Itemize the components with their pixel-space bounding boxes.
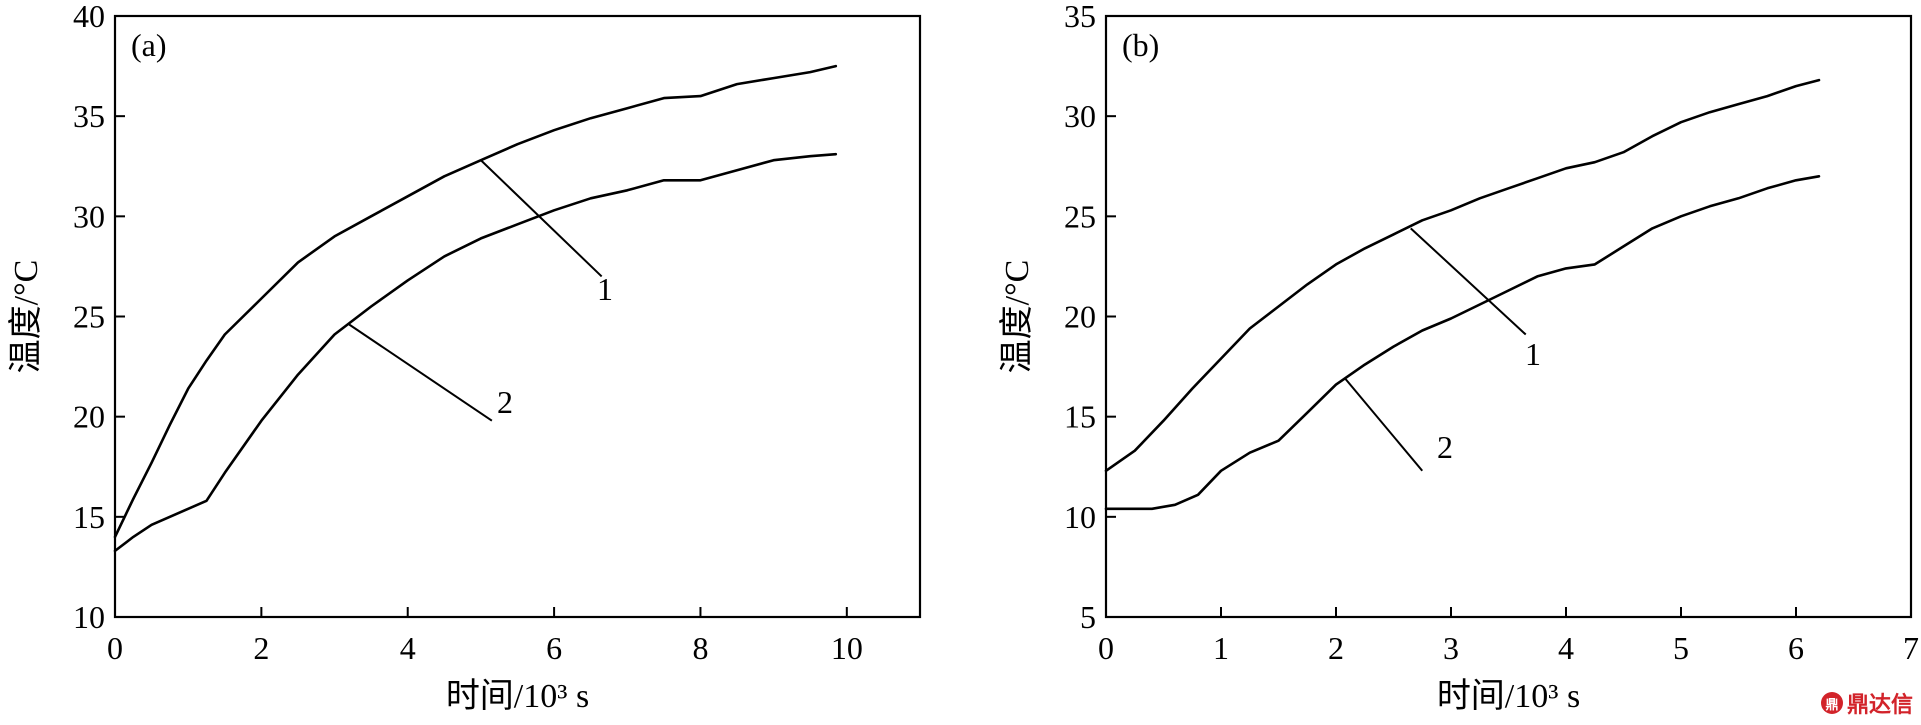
leader-line [1410, 227, 1527, 336]
watermark-text: 鼎达信 [1846, 693, 1913, 718]
watermark: 鼎 鼎达信 [1820, 687, 1913, 719]
y-tick-label: 35 [1064, 0, 1096, 34]
series-label: 2 [1437, 429, 1453, 465]
series-line-1 [113, 64, 838, 539]
y-tick-label: 20 [73, 399, 105, 435]
y-tick-label: 15 [73, 499, 105, 535]
leader-line [1344, 377, 1424, 472]
x-axis-title: 时间/10³ s [446, 678, 589, 715]
x-tick-label: 7 [1903, 630, 1919, 666]
y-tick-label: 30 [1064, 98, 1096, 134]
x-axis-title: 时间/10³ s [1437, 678, 1580, 715]
panel-label: (a) [131, 27, 167, 63]
y-tick-label: 10 [1064, 499, 1096, 535]
x-tick-label: 5 [1673, 630, 1689, 666]
dingdaxin-logo-icon: 鼎 [1820, 692, 1843, 714]
y-tick-label: 15 [1064, 399, 1096, 435]
x-tick-label: 3 [1443, 630, 1459, 666]
x-tick-label: 6 [1788, 630, 1804, 666]
series-label: 1 [597, 271, 613, 307]
x-tick-label: 0 [1098, 630, 1114, 666]
series-label: 2 [497, 384, 513, 420]
x-tick-label: 2 [1328, 630, 1344, 666]
plot-frame [113, 14, 922, 619]
panel-b: 0 1 2 3 4 5 6 7 5 10 15 20 25 30 35 时间/10³ s 温度/°C (b) 1 2 [998, 0, 1919, 715]
x-tick-label: 1 [1213, 630, 1229, 666]
y-tick-label: 10 [73, 599, 105, 635]
x-tick-label: 6 [546, 630, 562, 666]
series-line-2 [1104, 175, 1821, 511]
x-tick-label: 4 [1558, 630, 1574, 666]
y-tick-label: 25 [1064, 198, 1096, 234]
y-tick-label: 20 [1064, 299, 1096, 335]
y-axis-title: 温度/°C [7, 260, 45, 374]
panel-label: (b) [1122, 27, 1159, 63]
y-tick-label: 35 [73, 98, 105, 134]
panel-a: 0 2 4 6 8 10 10 15 20 25 30 35 40 时间/10³ s 温度/°C (a) 1 2 [7, 0, 922, 715]
plot-frame [1104, 14, 1913, 619]
x-tick-label: 0 [107, 630, 123, 666]
y-tick-label: 30 [73, 198, 105, 234]
y-tick-label: 5 [1080, 599, 1096, 635]
x-tick-label: 4 [400, 630, 416, 666]
y-tick-label: 25 [73, 299, 105, 335]
y-tick-label: 40 [73, 0, 105, 34]
series-line-2 [113, 152, 838, 553]
series-label: 1 [1525, 336, 1541, 372]
y-axis-title: 温度/°C [998, 260, 1036, 374]
x-tick-label: 10 [831, 630, 863, 666]
series-line-1 [1104, 78, 1821, 473]
x-tick-label: 2 [253, 630, 269, 666]
leader-line [348, 323, 493, 422]
x-tick-label: 8 [692, 630, 708, 666]
leader-line [480, 159, 603, 278]
